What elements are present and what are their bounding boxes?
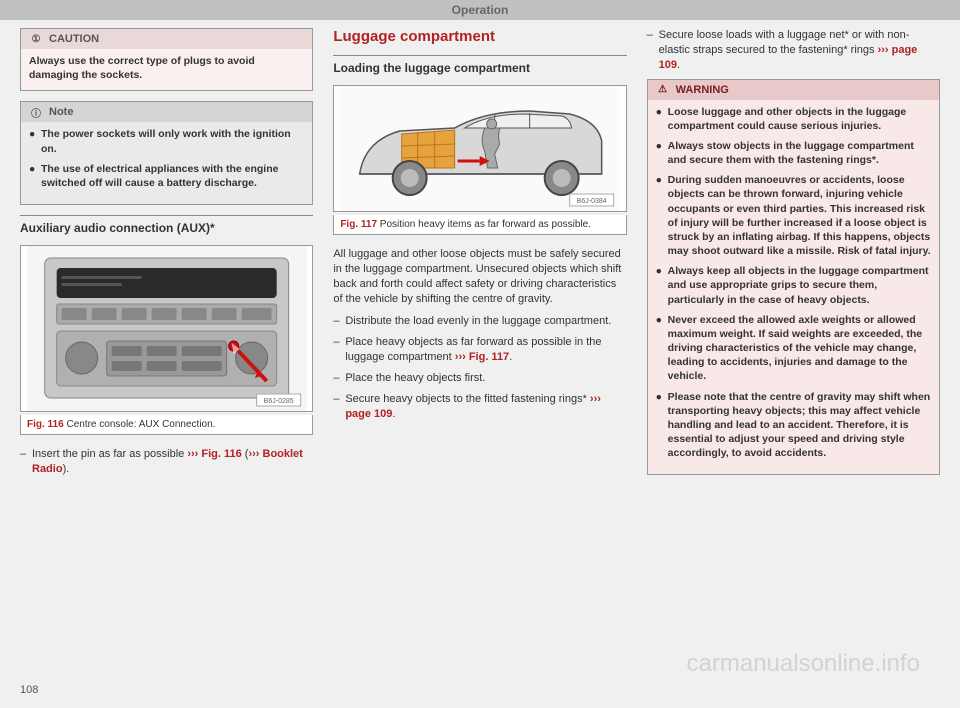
fig-ref: ››› Fig. 117 bbox=[455, 351, 509, 363]
watermark: carmanualsonline.info bbox=[687, 650, 920, 678]
luggage-heading: Luggage compartment bbox=[333, 28, 626, 45]
column-3: –Secure loose loads with a luggage net* … bbox=[647, 28, 940, 485]
caution-title: CAUTION bbox=[49, 33, 99, 45]
warning-icon: ⚠ bbox=[656, 83, 670, 97]
instruction-text: . bbox=[509, 351, 512, 363]
warning-box: ⚠ WARNING ●Loose luggage and other objec… bbox=[647, 79, 940, 476]
fig-label: Fig. 116 bbox=[27, 419, 64, 430]
warning-item: ●During sudden manoeuvres or accidents, … bbox=[656, 173, 931, 258]
instruction-item: –Secure heavy objects to the fitted fast… bbox=[333, 392, 626, 422]
instruction-item: –Distribute the load evenly in the lugga… bbox=[333, 314, 626, 329]
fig-caption-text: Position heavy items as far forward as p… bbox=[380, 219, 591, 230]
note-title: Note bbox=[49, 106, 73, 118]
fig-label: Fig. 117 bbox=[340, 219, 377, 230]
warning-item: ●Always stow objects in the luggage comp… bbox=[656, 139, 931, 167]
instruction-text: Distribute the load evenly in the luggag… bbox=[345, 314, 626, 329]
loading-subheading: Loading the luggage compartment bbox=[333, 55, 626, 75]
aux-section-title: Auxiliary audio connection (AUX)* bbox=[20, 215, 313, 235]
instruction-item: –Place the heavy objects first. bbox=[333, 371, 626, 386]
car-illustration: B6J-0384 bbox=[334, 86, 625, 211]
instruction-text: ). bbox=[63, 463, 70, 475]
warning-text: Always keep all objects in the luggage c… bbox=[668, 265, 929, 305]
instruction-item: – Insert the pin as far as possible ››› … bbox=[20, 447, 313, 477]
column-1: ① CAUTION Always use the correct type of… bbox=[20, 28, 313, 485]
note-item-text: The power sockets will only work with th… bbox=[41, 128, 291, 154]
instruction-text: . bbox=[392, 408, 395, 420]
caution-text: Always use the correct type of plugs to … bbox=[29, 55, 255, 81]
caution-body: Always use the correct type of plugs to … bbox=[21, 49, 312, 90]
fig-caption-text: Centre console: AUX Connection. bbox=[66, 419, 215, 430]
warning-body: ●Loose luggage and other objects in the … bbox=[648, 100, 939, 475]
figure-116-caption: Fig. 116 Centre console: AUX Connection. bbox=[20, 415, 313, 435]
figure-117-caption: Fig. 117 Position heavy items as far for… bbox=[333, 215, 626, 235]
warning-text: Loose luggage and other objects in the l… bbox=[668, 106, 907, 132]
figure-116: B6J-0285 bbox=[20, 245, 313, 412]
page-header: Operation bbox=[0, 0, 960, 20]
note-item-text: The use of electrical appliances with th… bbox=[41, 163, 278, 189]
fig-code: B6J-0285 bbox=[264, 398, 294, 405]
warning-item: ●Never exceed the allowed axle weights o… bbox=[656, 313, 931, 384]
note-item: ●The use of electrical appliances with t… bbox=[29, 162, 304, 190]
instruction-item: –Secure loose loads with a luggage net* … bbox=[647, 28, 940, 73]
caution-header: ① CAUTION bbox=[21, 29, 312, 49]
caution-box: ① CAUTION Always use the correct type of… bbox=[20, 28, 313, 91]
warning-header: ⚠ WARNING bbox=[648, 80, 939, 100]
page-content: ① CAUTION Always use the correct type of… bbox=[0, 28, 960, 485]
instruction-text: Secure loose loads with a luggage net* o… bbox=[659, 29, 910, 56]
warning-item: ●Please note that the centre of gravity … bbox=[656, 390, 931, 461]
page-number: 108 bbox=[20, 684, 38, 696]
info-icon: ⓘ bbox=[29, 105, 43, 119]
fig-ref: ››› Fig. 116 bbox=[187, 448, 241, 460]
instruction-text: Place the heavy objects first. bbox=[345, 371, 626, 386]
radio-illustration: B6J-0285 bbox=[21, 246, 312, 411]
note-box: ⓘ Note ●The power sockets will only work… bbox=[20, 101, 313, 205]
note-item: ●The power sockets will only work with t… bbox=[29, 127, 304, 155]
instruction-text: . bbox=[677, 59, 680, 71]
figure-117: B6J-0384 bbox=[333, 85, 626, 212]
instruction-item: –Place heavy objects as far forward as p… bbox=[333, 335, 626, 365]
note-body: ●The power sockets will only work with t… bbox=[21, 122, 312, 204]
caution-icon: ① bbox=[29, 32, 43, 46]
body-paragraph: All luggage and other loose objects must… bbox=[333, 247, 626, 306]
warning-text: Never exceed the allowed axle weights or… bbox=[668, 314, 922, 383]
warning-text: Please note that the centre of gravity m… bbox=[668, 391, 931, 460]
instruction-text: Secure heavy objects to the fitted faste… bbox=[345, 393, 590, 405]
note-header: ⓘ Note bbox=[21, 102, 312, 122]
warning-title: WARNING bbox=[676, 84, 729, 96]
warning-text: Always stow objects in the luggage compa… bbox=[668, 140, 914, 166]
warning-text: During sudden manoeuvres or accidents, l… bbox=[668, 174, 931, 257]
warning-item: ●Always keep all objects in the luggage … bbox=[656, 264, 931, 307]
column-2: Luggage compartment Loading the luggage … bbox=[333, 28, 626, 485]
instruction-text: Insert the pin as far as possible bbox=[32, 448, 187, 460]
warning-item: ●Loose luggage and other objects in the … bbox=[656, 105, 931, 133]
fig-code: B6J-0384 bbox=[577, 198, 607, 205]
